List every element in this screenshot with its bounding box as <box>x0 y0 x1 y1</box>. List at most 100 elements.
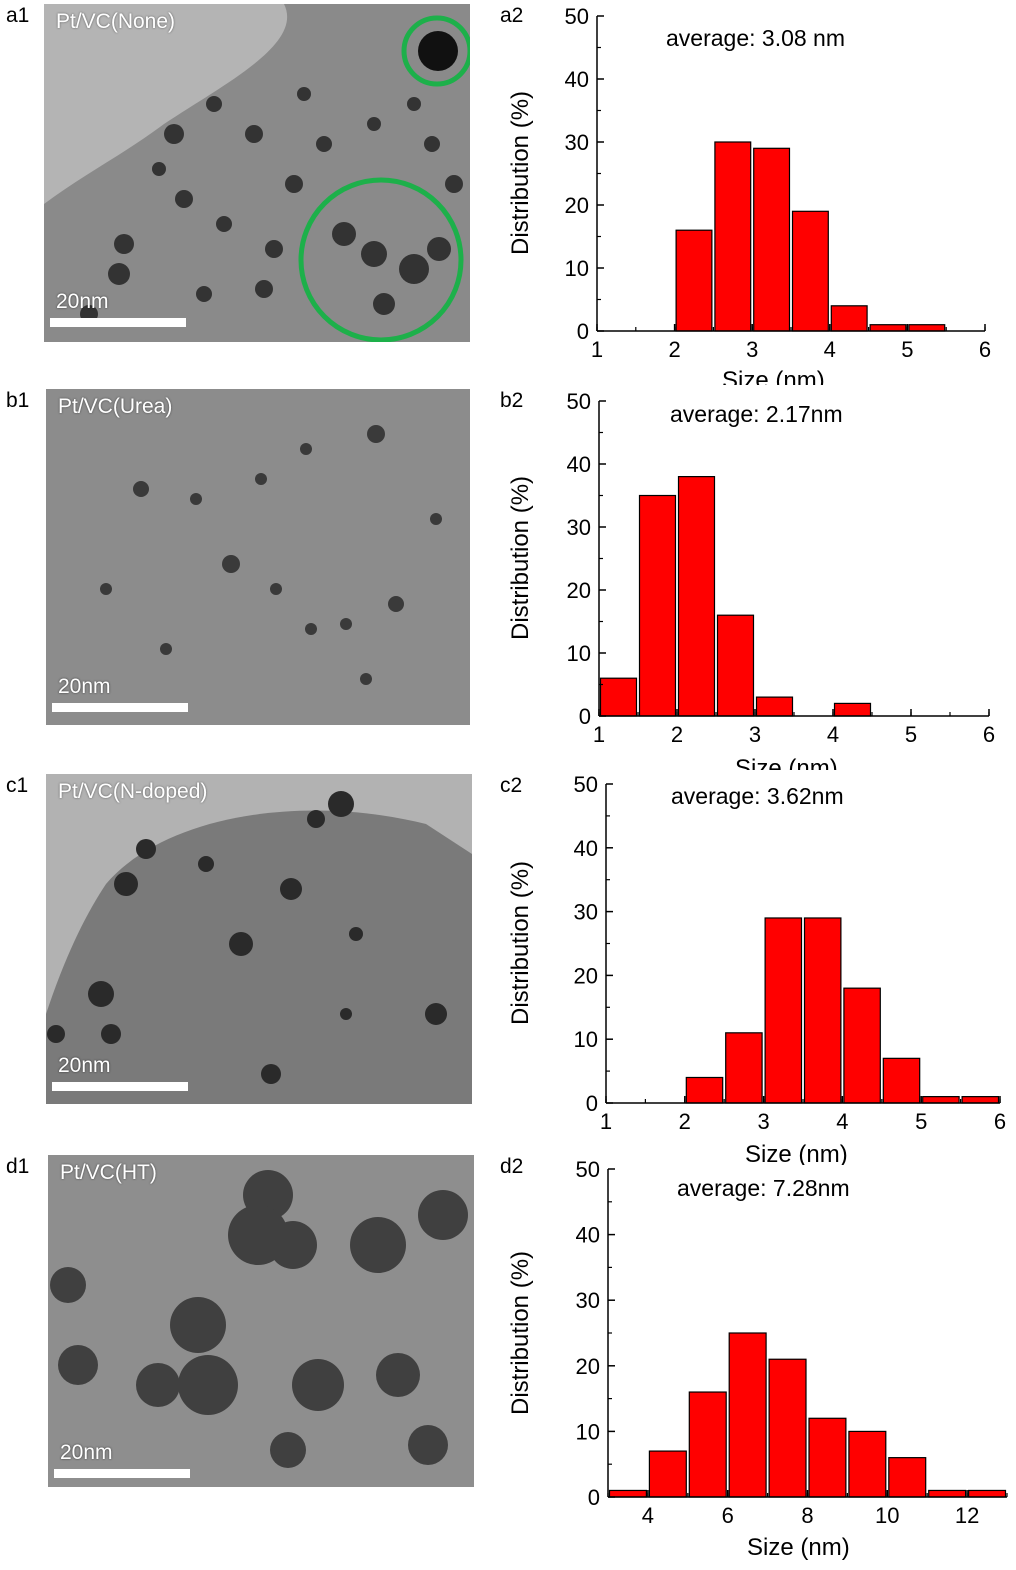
y-tick-label: 10 <box>574 1027 598 1052</box>
x-tick-label: 6 <box>722 1503 734 1528</box>
histogram-bar <box>755 696 794 717</box>
y-tick-label: 40 <box>574 836 598 861</box>
panel-tag-c1: c1 <box>6 774 29 797</box>
x-tick-label: 6 <box>994 1109 1006 1134</box>
histogram-bar <box>830 305 868 332</box>
tem-micrograph-a1 <box>44 4 470 342</box>
panel-row-d: d1 Pt/VC(HT) 20nm d2 4 6 8 10 12 0 10 20 30 40 50 a… <box>0 1155 1016 1565</box>
histogram-bar <box>833 702 872 717</box>
x-tick-label: 6 <box>979 337 991 362</box>
x-tick-label: 2 <box>668 337 680 362</box>
x-tick-label: 1 <box>593 722 605 747</box>
chart-b2: 1 2 3 4 5 6 0 10 20 30 40 50 average: 2.17nm Size (nm… <box>500 385 1000 782</box>
chart-d2: 4 6 8 10 12 0 10 20 30 40 50 average: 7.28nm Size (n… <box>500 1155 1016 1565</box>
average-annotation: average: 3.62nm <box>671 783 844 809</box>
panel-tag-c2: c2 <box>500 774 523 797</box>
x-tick-label: 1 <box>600 1109 612 1134</box>
y-tick-label: 10 <box>576 1419 600 1444</box>
y-tick-label: 50 <box>576 1157 600 1182</box>
histogram-bar <box>968 1489 1007 1498</box>
panel-row-a: a1 Pt/VC(None) 20nm a2 1 2 3 4 5 6 0 10 20 30 40 50… <box>0 0 1016 394</box>
y-tick-label: 0 <box>579 704 591 729</box>
histogram-bar <box>922 1096 960 1104</box>
histogram-bar <box>848 1430 887 1498</box>
y-tick-label: 30 <box>567 515 591 540</box>
histogram-bar <box>843 987 881 1104</box>
x-tick-label: 10 <box>875 1503 899 1528</box>
x-tick-label: 5 <box>901 337 913 362</box>
x-tick-label: 4 <box>836 1109 848 1134</box>
scale-bar-label-a1: 20nm <box>56 290 109 313</box>
chart-svg: 1 2 3 4 5 6 0 10 20 30 40 50 average: 3.08 nm Size (n… <box>507 4 991 394</box>
chart-svg: 1 2 3 4 5 6 0 10 20 30 40 50 average: 3.62nm Size (nm… <box>507 772 1006 1168</box>
tem-label-a1: Pt/VC(None) <box>56 10 176 33</box>
y-tick-label: 20 <box>567 578 591 603</box>
scale-bar-b1 <box>52 703 188 712</box>
panel-tag-d2: d2 <box>500 1155 524 1178</box>
y-tick-label: 30 <box>565 130 589 155</box>
y-tick-label: 30 <box>576 1288 600 1313</box>
chart-a2: 1 2 3 4 5 6 0 10 20 30 40 50 average: 3.08 nm Size (n… <box>500 0 1000 394</box>
x-axis-label: Size (nm) <box>722 367 825 385</box>
x-axis-label: Size (nm) <box>735 755 838 770</box>
scale-bar-label-b1: 20nm <box>58 675 111 698</box>
y-tick-label: 40 <box>567 452 591 477</box>
tem-micrograph-d1 <box>48 1155 474 1487</box>
y-tick-label: 40 <box>576 1223 600 1248</box>
tem-image-a1: Pt/VC(None) 20nm <box>44 4 470 342</box>
y-axis-label: Distribution (%) <box>507 861 534 1025</box>
average-annotation: average: 3.08 nm <box>666 25 845 51</box>
x-tick-label: 4 <box>827 722 839 747</box>
y-tick-label: 0 <box>586 1091 598 1116</box>
y-tick-label: 50 <box>567 389 591 414</box>
histogram-bar <box>638 494 677 717</box>
histogram-bar <box>768 1358 807 1498</box>
x-tick-label: 1 <box>591 337 603 362</box>
y-axis-label: Distribution (%) <box>507 476 534 640</box>
x-tick-label: 3 <box>746 337 758 362</box>
tem-label-d1: Pt/VC(HT) <box>60 1161 157 1184</box>
y-tick-label: 0 <box>588 1485 600 1510</box>
histogram-bar <box>714 141 752 332</box>
tem-label-b1: Pt/VC(Urea) <box>58 395 173 418</box>
average-annotation: average: 2.17nm <box>670 401 843 427</box>
scale-bar-a1 <box>50 318 186 327</box>
histogram-bar <box>803 917 842 1104</box>
histogram-bar <box>685 1076 724 1104</box>
y-axis-label: Distribution (%) <box>507 1251 534 1415</box>
histogram-bar <box>716 614 755 717</box>
y-tick-label: 20 <box>574 963 598 988</box>
panel-row-c: c1 Pt/VC(N-doped) 20nm c2 1 2 3 4 5 6 0 10 20 30 4… <box>0 770 1016 1168</box>
histogram-bar <box>688 1391 727 1498</box>
histogram-bar <box>608 1489 648 1498</box>
x-tick-label: 5 <box>915 1109 927 1134</box>
scale-bar-label-d1: 20nm <box>60 1441 113 1464</box>
chart-svg: 1 2 3 4 5 6 0 10 20 30 40 50 average: 2.17nm Size (nm… <box>507 389 995 782</box>
y-tick-label: 50 <box>574 772 598 797</box>
tem-label-c1: Pt/VC(N-doped) <box>58 780 208 803</box>
x-tick-label: 6 <box>983 722 995 747</box>
x-tick-label: 12 <box>955 1503 979 1528</box>
panel-row-b: b1 Pt/VC(Urea) 20nm b2 1 2 3 4 5 6 0 10 20 30 40 50… <box>0 385 1016 782</box>
chart-c2: 1 2 3 4 5 6 0 10 20 30 40 50 average: 3.62nm Size (nm… <box>500 770 1016 1168</box>
panel-tag-a1: a1 <box>6 4 30 27</box>
histogram-bar <box>599 677 638 717</box>
tem-image-c1: Pt/VC(N-doped) 20nm <box>46 774 472 1104</box>
average-annotation: average: 7.28nm <box>677 1175 850 1201</box>
x-tick-label: 4 <box>642 1503 654 1528</box>
histogram-bar <box>753 147 791 332</box>
histogram-bar <box>928 1489 967 1498</box>
chart-svg: 4 6 8 10 12 0 10 20 30 40 50 average: 7.28nm Size (n… <box>507 1157 1008 1561</box>
histogram-bar <box>908 324 946 332</box>
histogram-bar <box>888 1457 927 1498</box>
y-tick-label: 10 <box>565 256 589 281</box>
panel-tag-b1: b1 <box>6 389 30 412</box>
y-tick-label: 20 <box>576 1354 600 1379</box>
x-tick-label: 2 <box>671 722 683 747</box>
x-tick-label: 3 <box>749 722 761 747</box>
histogram-bar <box>961 1096 1000 1104</box>
tem-micrograph-c1 <box>46 774 472 1104</box>
histogram-bar <box>808 1417 847 1498</box>
panel-tag-a2: a2 <box>500 4 524 27</box>
y-tick-label: 0 <box>577 319 589 344</box>
